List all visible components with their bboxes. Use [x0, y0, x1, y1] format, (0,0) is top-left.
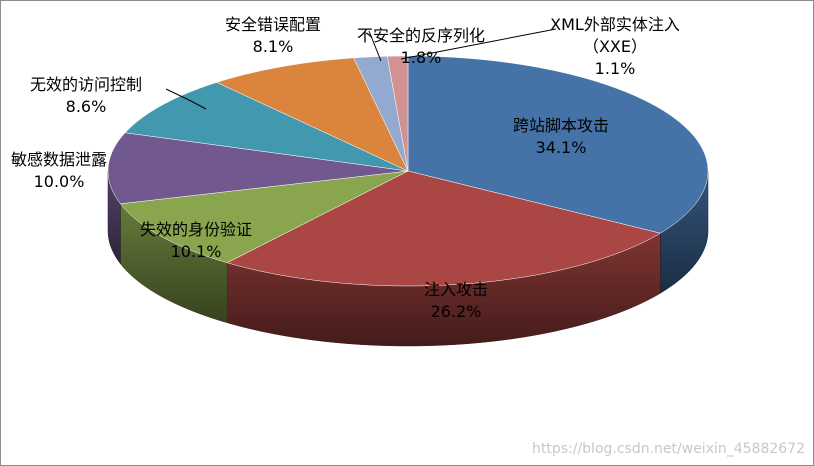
category-label: 跨站脚本攻击: [512, 116, 610, 135]
leader-line: [165, 88, 207, 110]
category-label: 不安全的反序列化: [356, 26, 485, 45]
slice-label: 安全错误配置 8.1%: [225, 14, 321, 58]
value-label: 10.0%: [33, 172, 85, 191]
pie-tops: [107, 55, 709, 287]
value-label: 10.1%: [170, 242, 222, 261]
category-label: 无效的访问控制: [29, 75, 143, 94]
category-label: 敏感数据泄露: [10, 150, 107, 169]
slice-label: 跨站脚本攻击 34.1%: [513, 115, 609, 159]
value-label: 8.6%: [65, 97, 107, 116]
pie-slice: [353, 56, 409, 172]
pie-slice: [119, 170, 409, 264]
category-label: 安全错误配置: [224, 15, 322, 34]
value-label: 34.1%: [535, 138, 587, 157]
category-label: XML外部实体注入（XXE）: [550, 15, 680, 56]
value-label: 1.8%: [400, 48, 442, 67]
pie-slice: [216, 57, 409, 172]
leader-line: [368, 30, 382, 62]
category-label: 注入攻击: [423, 280, 489, 299]
slice-label: 无效的访问控制 8.6%: [30, 74, 142, 118]
pie-slice: [107, 132, 409, 205]
pie-slice: [226, 170, 661, 287]
slice-label: XML外部实体注入（XXE） 1.1%: [545, 14, 685, 80]
slice-label: 敏感数据泄露 10.0%: [4, 149, 114, 193]
pie-slice: [386, 55, 409, 172]
slice-label: 失效的身份验证 10.1%: [140, 219, 252, 263]
category-label: 失效的身份验证: [139, 220, 253, 239]
pie-slice: [407, 55, 709, 234]
watermark: https://blog.csdn.net/weixin_45882672: [531, 441, 805, 457]
leader-line: [400, 28, 557, 60]
value-label: 8.1%: [252, 37, 294, 56]
value-label: 26.2%: [430, 302, 482, 321]
pie-slice: [124, 82, 409, 172]
slice-label: 不安全的反序列化 1.8%: [351, 25, 491, 69]
slice-label: 注入攻击 26.2%: [424, 279, 488, 323]
value-label: 1.1%: [594, 59, 636, 78]
